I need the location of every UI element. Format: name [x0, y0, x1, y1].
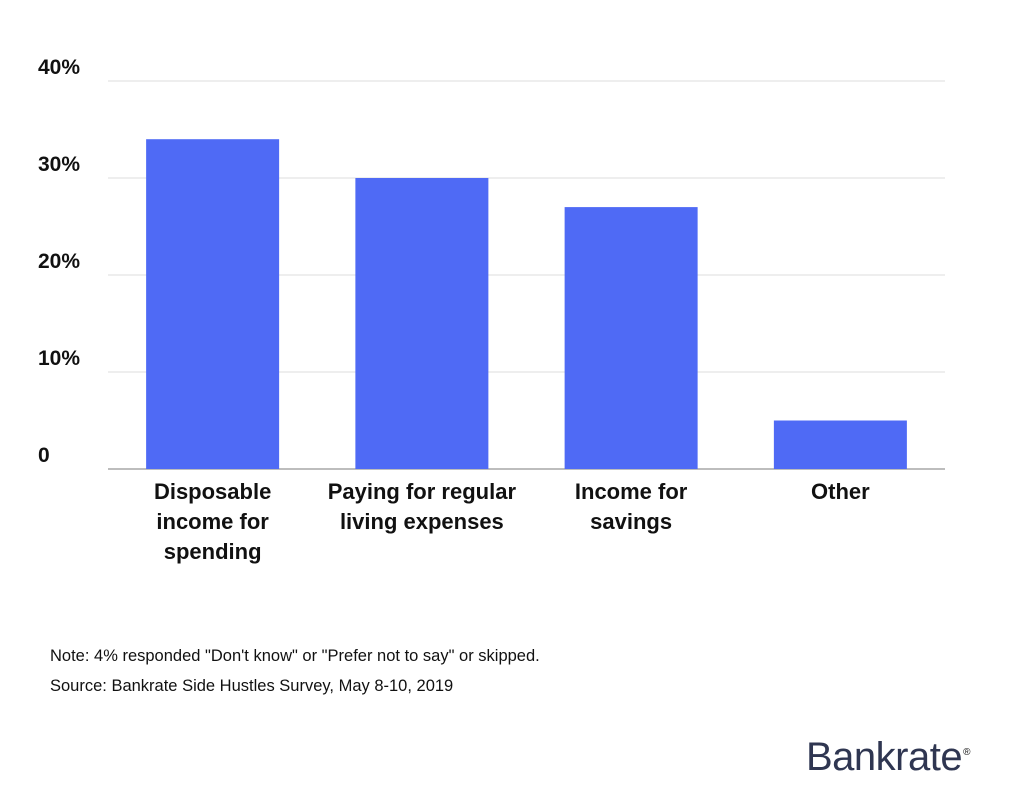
- bar: [564, 207, 698, 469]
- y-tick-label: 20%: [38, 250, 80, 273]
- bankrate-logo: Bankrate®: [806, 735, 970, 780]
- y-tick-label: 30%: [38, 153, 80, 176]
- chart-source: Source: Bankrate Side Hustles Survey, Ma…: [50, 677, 454, 695]
- bar: [355, 178, 489, 469]
- x-category-label: Disposable income for spending: [154, 479, 271, 564]
- bars: [146, 139, 907, 469]
- logo-registered-mark: ®: [963, 747, 970, 758]
- x-category-label: Income for savings: [575, 479, 688, 534]
- bar-chart: 0 10% 20% 30% 40% Disposable income for spendi…: [38, 56, 945, 564]
- bar: [773, 420, 907, 469]
- y-axis-ticks: 0 10% 20% 30% 40%: [38, 56, 80, 467]
- chart-note: Note: 4% responded "Don't know" or "Pref…: [50, 647, 540, 665]
- logo-wordmark: Bankrate: [806, 735, 963, 779]
- x-axis-labels: Disposable income for spending Paying for r…: [154, 479, 870, 564]
- y-tick-label: 0: [38, 444, 50, 467]
- y-tick-label: 40%: [38, 56, 80, 79]
- y-tick-label: 10%: [38, 347, 80, 370]
- x-category-label: Other: [811, 479, 870, 504]
- bar: [146, 139, 280, 469]
- x-category-label: Paying for regular living expenses: [328, 479, 517, 534]
